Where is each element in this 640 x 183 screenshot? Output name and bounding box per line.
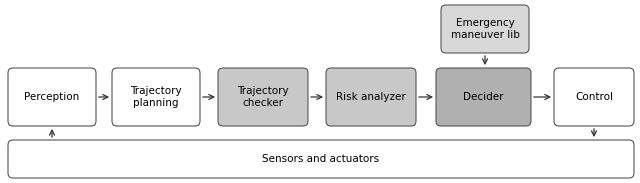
Text: Perception: Perception: [24, 92, 79, 102]
Text: Risk analyzer: Risk analyzer: [336, 92, 406, 102]
Text: Trajectory
planning: Trajectory planning: [130, 86, 182, 108]
Text: Trajectory
checker: Trajectory checker: [237, 86, 289, 108]
FancyBboxPatch shape: [8, 140, 634, 178]
FancyBboxPatch shape: [8, 68, 96, 126]
Text: Decider: Decider: [463, 92, 504, 102]
Text: Sensors and actuators: Sensors and actuators: [262, 154, 380, 164]
FancyBboxPatch shape: [218, 68, 308, 126]
FancyBboxPatch shape: [436, 68, 531, 126]
FancyBboxPatch shape: [326, 68, 416, 126]
Text: Control: Control: [575, 92, 613, 102]
FancyBboxPatch shape: [441, 5, 529, 53]
FancyBboxPatch shape: [112, 68, 200, 126]
Text: Emergency
maneuver lib: Emergency maneuver lib: [451, 18, 520, 40]
FancyBboxPatch shape: [554, 68, 634, 126]
